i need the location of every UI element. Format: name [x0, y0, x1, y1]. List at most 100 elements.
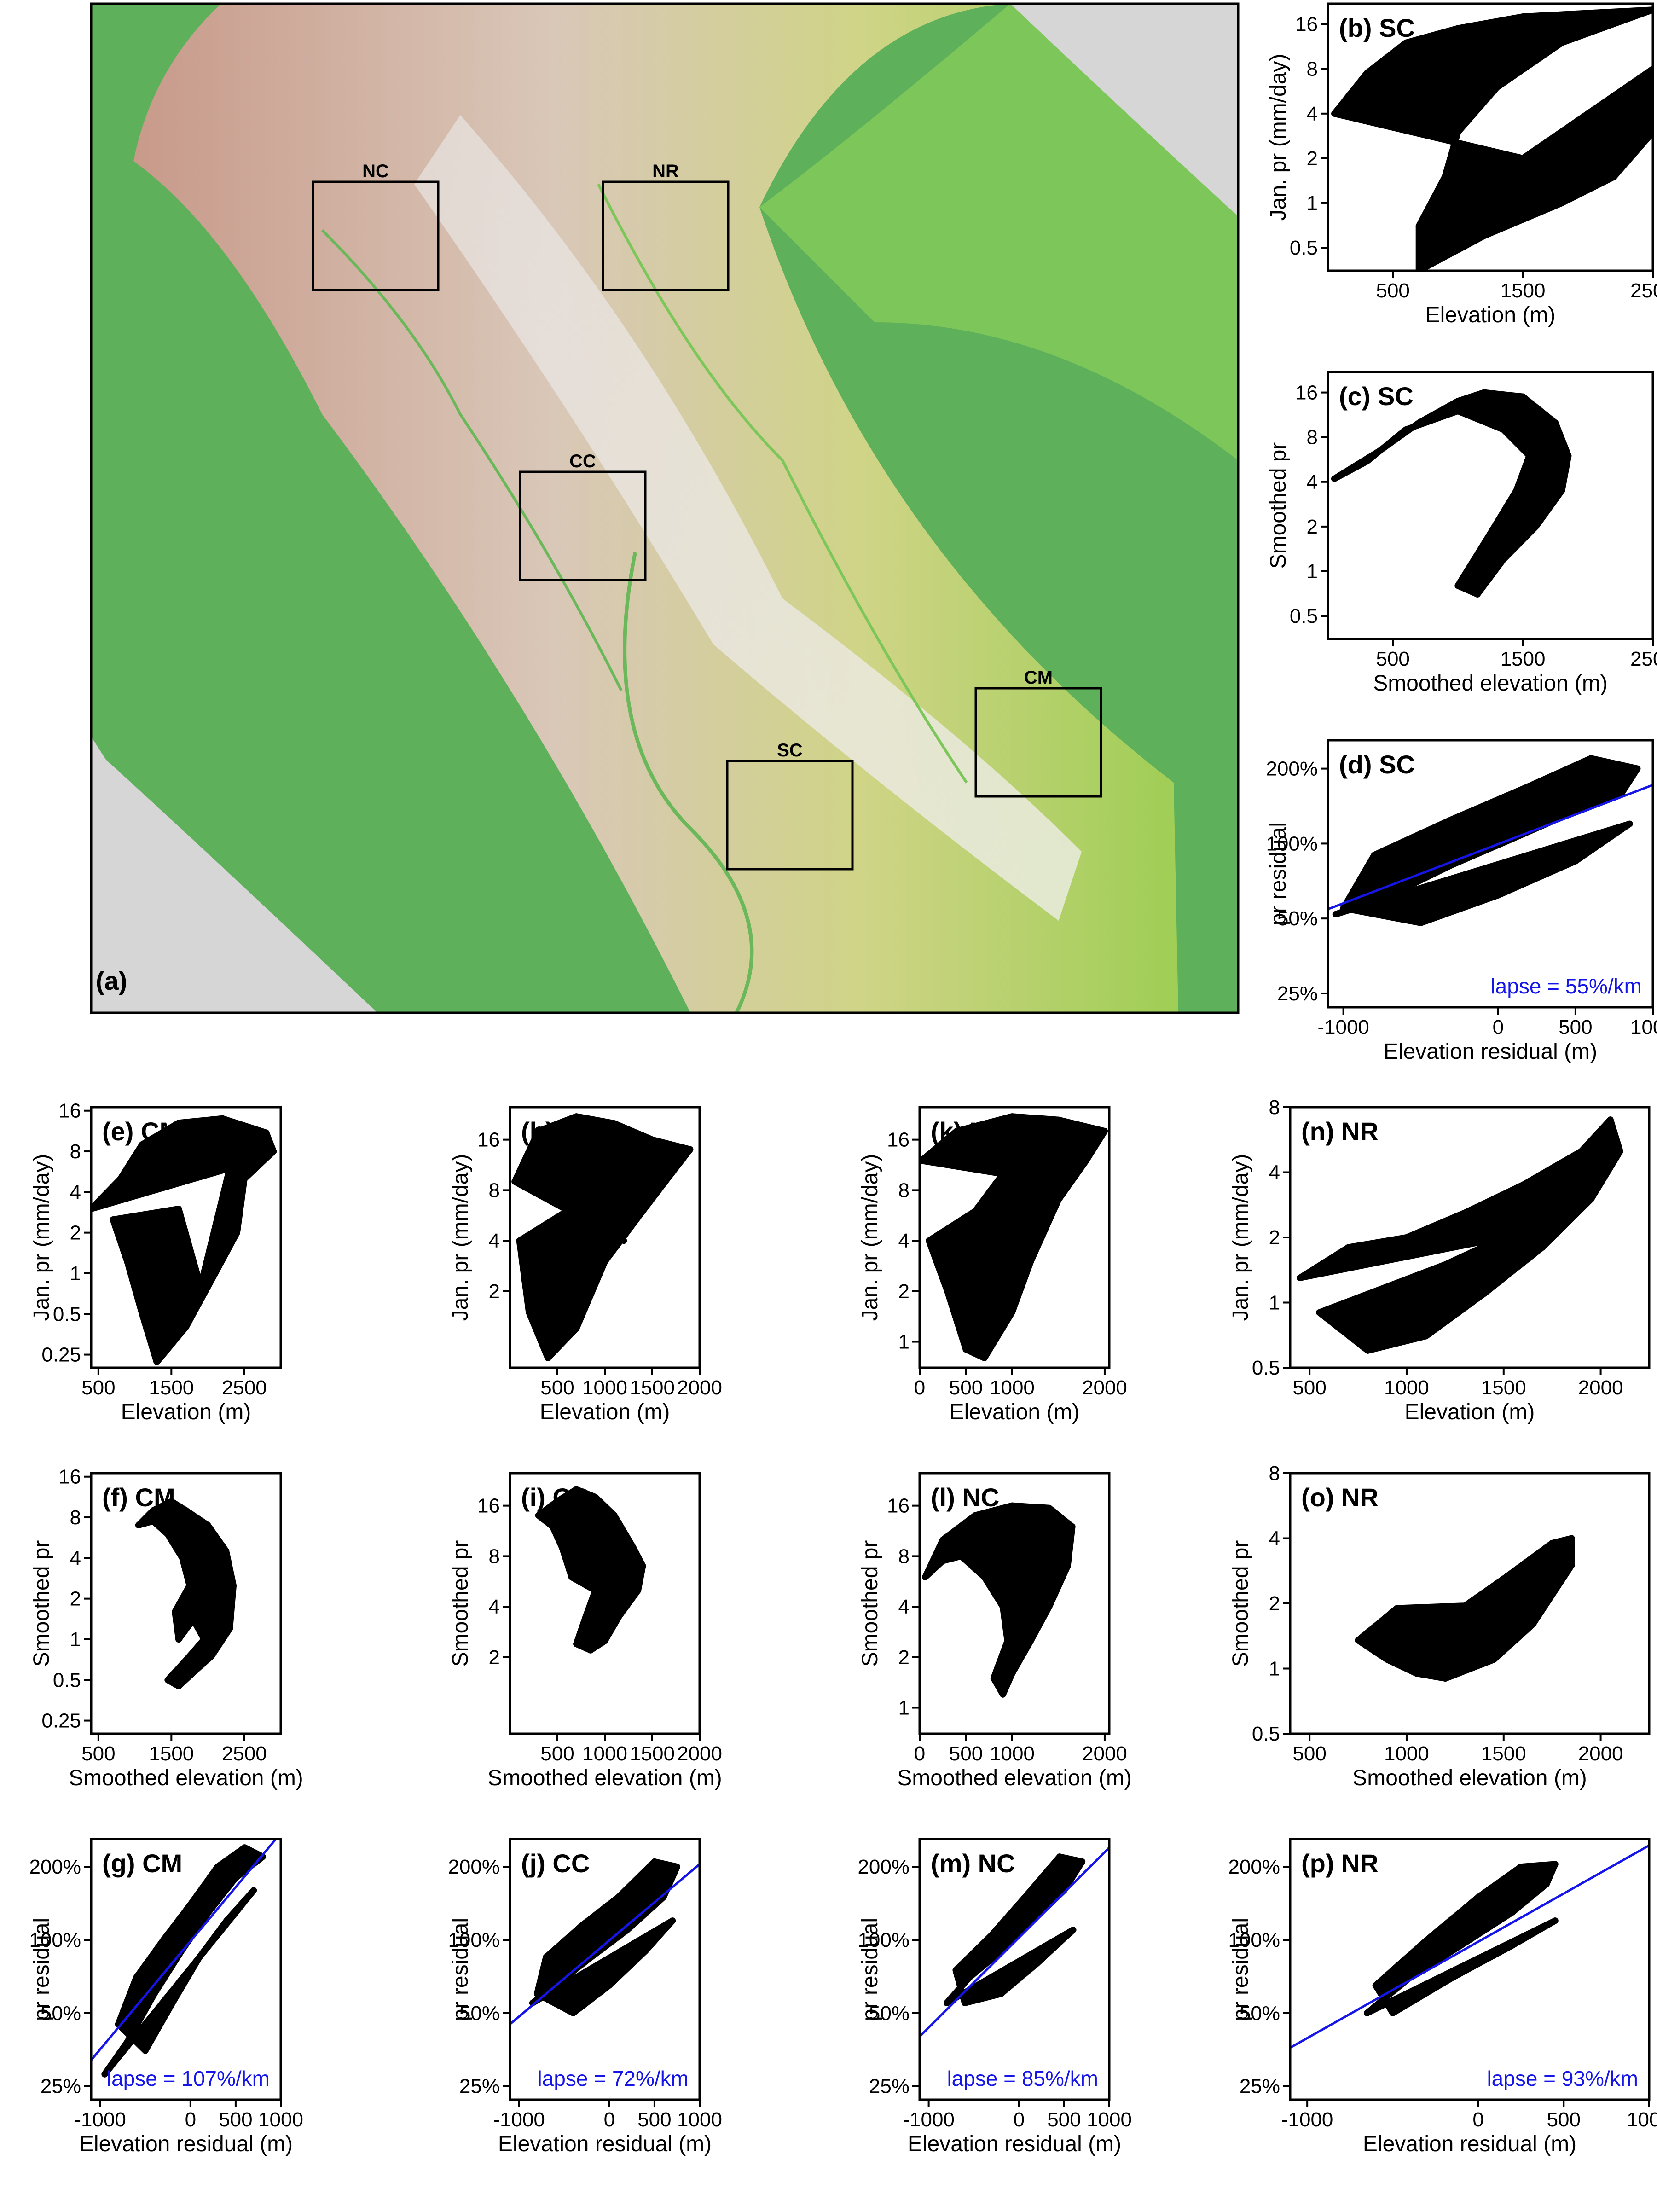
scatter-point: [193, 1666, 200, 1672]
y-axis-label: Smoothed pr: [1228, 1540, 1253, 1667]
chart-frame: [918, 1472, 1111, 1735]
y-tick-label: 0.5: [1252, 1357, 1280, 1379]
x-tick-label: 1000: [1630, 1016, 1657, 1039]
scatter-point: [250, 1887, 257, 1894]
scatter-point: [1371, 852, 1378, 859]
y-tick-label: 8: [1307, 58, 1318, 81]
scatter-point: [1519, 155, 1526, 162]
scatter-points: [922, 1502, 1076, 1698]
scatter-point: [1519, 13, 1526, 20]
scatter-point: [1009, 1309, 1015, 1316]
scatter-point: [615, 1894, 622, 1901]
scatter-point: [1475, 1894, 1482, 1901]
y-tick-label: 200%: [1228, 1856, 1280, 1878]
scatter-point: [1626, 820, 1633, 827]
scatter-point: [573, 1486, 580, 1493]
scatter-point: [1442, 1675, 1449, 1682]
y-axis-label: pr residual: [29, 1918, 54, 2021]
scatter-point: [1423, 1333, 1430, 1340]
y-tick-label: 2: [489, 1280, 500, 1303]
data-cloud: [135, 1498, 237, 1689]
scatter-point: [573, 1325, 580, 1332]
scatter-point: [516, 1237, 523, 1244]
scatter-point: [1559, 39, 1565, 46]
x-tick-label: 1500: [1481, 1376, 1526, 1399]
y-tick-label: 2: [1307, 147, 1318, 170]
x-tick-label: 1000: [677, 2108, 722, 2131]
panel-label: (j) CC: [521, 1849, 590, 1878]
scatter-point: [1454, 25, 1461, 32]
scatter-point: [1584, 10, 1591, 17]
lapse-label: lapse = 72%/km: [537, 2067, 689, 2090]
y-tick-label: 100%: [1228, 1929, 1280, 1951]
scatter-point: [602, 1258, 608, 1265]
scatter-point: [999, 1171, 1006, 1177]
scatter-point: [1618, 790, 1625, 796]
trend-line: [1328, 784, 1653, 911]
region-label-sc: SC: [777, 740, 803, 761]
y-tick-label: 8: [70, 1140, 81, 1163]
x-tick-label: -1000: [903, 2108, 955, 2131]
panel-label: (d) SC: [1339, 750, 1415, 779]
x-tick-label: 500: [1559, 1016, 1592, 1039]
chart-b: 500 1500 2500 0.5 1 2 4 8 16 Elevation (m) Jan. pr…: [1266, 2, 1657, 327]
scatter-point: [1480, 232, 1487, 239]
y-tick-label: 16: [58, 1466, 81, 1488]
x-tick-label: 2000: [1578, 1376, 1623, 1399]
y-tick-label: 2: [70, 1222, 81, 1244]
scatter-point: [1070, 1927, 1077, 1933]
y-tick-label: 16: [58, 1100, 81, 1122]
x-tick-label: 2000: [677, 1742, 722, 1765]
x-tick-label: 0: [914, 1742, 925, 1765]
scatter-point: [263, 1129, 270, 1136]
region-box-cc: [519, 470, 647, 581]
scatter-point: [1297, 1274, 1304, 1281]
panel-label: (k) NC: [931, 1117, 1007, 1146]
data-cloud: [91, 1115, 277, 1365]
scatter-point: [1331, 110, 1338, 117]
y-tick-label: 8: [1307, 426, 1318, 449]
chart-frame: [90, 1106, 282, 1369]
scatter-point: [150, 1518, 156, 1525]
y-axis-label: pr residual: [858, 1918, 882, 2021]
chart-c: 500 1500 2500 0.5 1 2 4 8 16 Smoothed elevation (…: [1266, 371, 1657, 696]
scatter-point: [1500, 426, 1507, 433]
y-axis-label: Jan. pr (mm/day): [448, 1154, 473, 1321]
scatter-point: [651, 1858, 658, 1865]
scatter-point: [1487, 530, 1494, 537]
x-tick-label: 2500: [222, 1376, 267, 1399]
y-axis-label: Smoothed pr: [448, 1540, 473, 1667]
scatter-point: [1578, 1148, 1585, 1155]
x-tick-label: 0: [185, 2108, 196, 2131]
scatter-point: [1389, 2009, 1396, 2016]
scatter-point: [124, 1259, 131, 1266]
scatter-point: [1034, 1960, 1040, 1967]
lapse-label: lapse = 93%/km: [1487, 2067, 1638, 2090]
scatter-point: [1402, 39, 1409, 46]
map-panel-label: (a): [96, 966, 127, 995]
y-tick-label: 0.5: [1290, 605, 1318, 627]
x-axis-label: Smoothed elevation (m): [69, 1766, 303, 1790]
x-tick-label: 2000: [1082, 1376, 1127, 1399]
y-tick-label: 1: [1307, 192, 1318, 215]
panel-label: (n) NR: [1301, 1117, 1379, 1146]
scatter-point: [611, 1512, 618, 1519]
scatter-point: [1458, 1942, 1465, 1949]
scatter-point: [624, 1927, 631, 1933]
x-axis-label: Smoothed elevation (m): [1373, 671, 1608, 696]
x-tick-label: -1000: [493, 2108, 545, 2131]
scatter-point: [989, 1931, 995, 1938]
chart-frame: [1327, 2, 1654, 272]
x-tick-label: 1500: [149, 1742, 194, 1765]
y-tick-label: 4: [70, 1547, 81, 1569]
x-tick-label: 1500: [630, 1376, 675, 1399]
chart-frame: [1327, 371, 1654, 640]
chart-k: 0 500 1000 2000 1 2 4 8 16 Elevation (m) Jan. pr (…: [858, 1106, 1127, 1424]
region-box-sc: [726, 760, 854, 871]
x-axis-label: Elevation (m): [121, 1400, 251, 1424]
y-tick-label: 100%: [29, 1929, 81, 1951]
panel-label: (i) CC: [521, 1483, 590, 1512]
scatter-point: [241, 1175, 248, 1182]
scatter-point: [1009, 1113, 1015, 1120]
y-axis-label: Jan. pr (mm/day): [858, 1154, 882, 1321]
